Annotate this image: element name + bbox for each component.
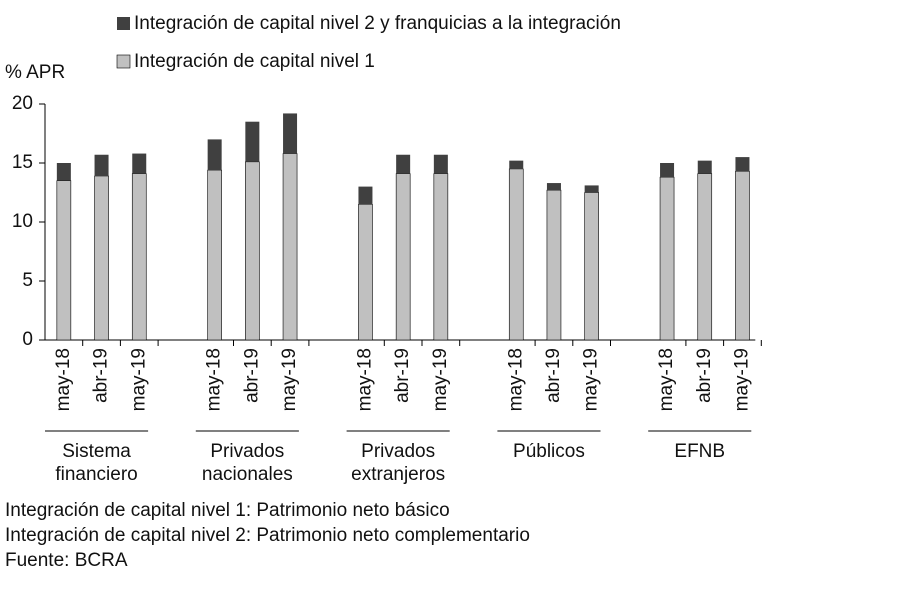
bar-segment [245,121,260,162]
bar-segment [56,180,72,341]
bar-segment [358,204,373,341]
bar-segment [283,113,298,154]
x-tick-label: abr-19 [392,348,413,403]
bar-segment [584,185,599,193]
x-tick-label: may-19 [430,348,451,411]
bar-segment [508,168,524,341]
bar-segment [94,175,109,341]
bar-segment [735,157,750,172]
bar-segment [245,161,260,341]
x-tick-label: abr-19 [694,348,715,403]
y-tick-label: 15 [12,152,33,173]
x-tick-label: may-18 [505,348,526,411]
bar-segment [131,173,147,341]
legend-label: Integración de capital nivel 2 y franqui… [134,13,621,34]
bar-segment [358,186,373,205]
legend-label: Integración de capital nivel 1 [134,51,375,72]
bar-segment [132,153,147,174]
bar-segment [207,139,222,171]
x-tick-label: may-19 [731,348,752,411]
bar-segment [433,154,448,174]
group-label: Privados extranjeros [351,441,446,485]
x-tick-label: may-19 [581,348,602,411]
bar-segment [56,163,71,181]
bar-segment [509,160,524,169]
bar-segment [697,160,712,174]
legend-swatch [116,54,131,69]
bar-segment [546,189,562,341]
bar-segment [546,183,561,191]
bar-segment [735,170,750,341]
x-tick-label: may-18 [204,348,225,411]
group-label: Públicos [513,441,585,462]
x-tick-label: may-18 [53,348,74,411]
footnote: Fuente: BCRA [5,550,128,571]
x-tick-label: may-19 [128,348,149,411]
x-tick-label: may-18 [354,348,375,411]
bar-segment [396,154,411,174]
x-tick-label: abr-19 [91,348,112,403]
group-label: Privados nacionales [201,441,293,485]
x-tick-label: abr-19 [241,348,262,403]
y-tick-label: 5 [22,270,33,291]
bar-segment [282,153,298,341]
y-tick-label: 0 [22,329,33,350]
bar-segment [94,154,109,176]
bar-segment [660,163,675,178]
bar-segment [395,173,411,341]
bar-segment [584,192,599,341]
y-tick-label: 10 [12,211,33,232]
footnote: Integración de capital nivel 2: Patrimon… [5,525,530,546]
y-tick-label: 20 [12,93,33,114]
bar-segment [207,169,222,341]
group-label: Sistema financiero [55,441,138,485]
y-axis-label: % APR [5,62,65,83]
x-tick-label: may-18 [656,348,677,411]
group-label: EFNB [674,441,726,462]
x-tick-label: abr-19 [543,348,564,403]
x-tick-label: may-19 [279,348,300,411]
bar-segment [433,173,449,341]
legend-swatch [117,17,130,30]
footnote: Integración de capital nivel 1: Patrimon… [5,500,450,521]
bar-segment [697,173,713,341]
bar-segment [659,176,675,341]
